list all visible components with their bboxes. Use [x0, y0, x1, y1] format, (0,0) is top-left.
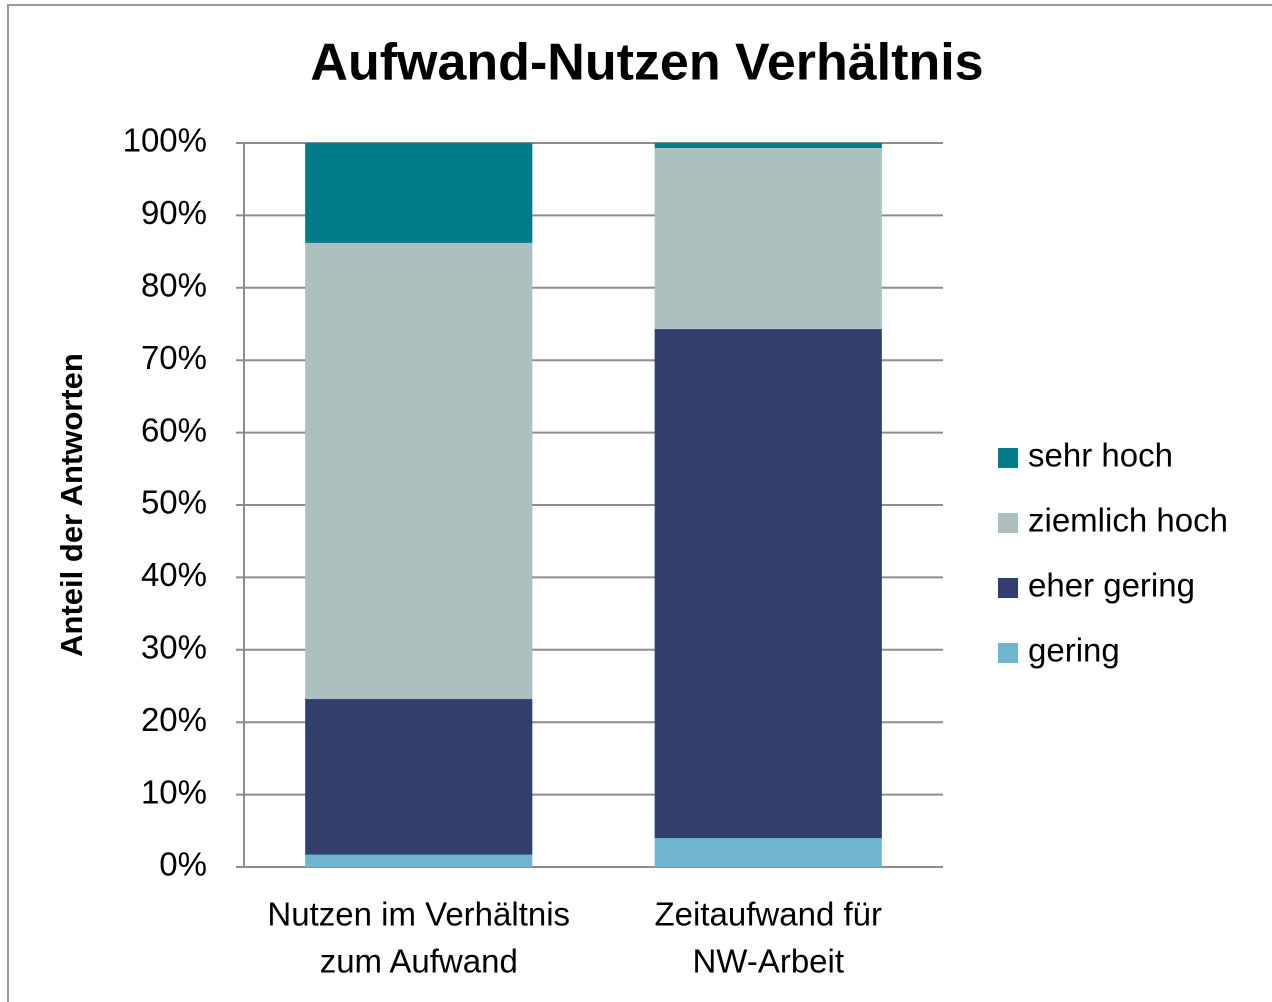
chart-title: Aufwand-Nutzen Verhältnis — [310, 34, 983, 92]
y-tick-label: 0% — [159, 846, 207, 883]
bar-segment — [654, 329, 882, 839]
bar-segment — [305, 143, 533, 243]
y-tick-label: 40% — [141, 556, 207, 593]
x-tick-label: zum Aufwand — [320, 943, 518, 980]
y-tick-label: 50% — [141, 484, 207, 521]
chart-frame — [7, 4, 1272, 1002]
legend-swatch — [998, 578, 1018, 598]
bar-segment — [654, 148, 882, 330]
legend-label: eher gering — [1028, 567, 1195, 604]
y-tick-label: 60% — [141, 411, 207, 448]
bar-segment — [654, 838, 882, 867]
y-tick-label: 10% — [141, 773, 207, 810]
legend-swatch — [998, 448, 1018, 468]
y-tick-label: 90% — [141, 194, 207, 231]
y-tick-label: 80% — [141, 267, 207, 304]
legend-label: ziemlich hoch — [1028, 502, 1228, 539]
legend-swatch — [998, 513, 1018, 533]
legend-label: gering — [1028, 632, 1120, 669]
y-tick-label: 100% — [123, 122, 207, 159]
bar-segment — [305, 242, 533, 700]
x-tick-label: Zeitaufwand für — [655, 896, 882, 933]
x-tick-label: NW-Arbeit — [692, 943, 844, 980]
bar-segment — [305, 699, 533, 855]
bar-segment — [305, 854, 533, 867]
y-tick-label: 70% — [141, 339, 207, 376]
y-axis-label: Anteil der Antworten — [54, 353, 89, 657]
bar-segment — [654, 143, 882, 149]
y-tick-label: 30% — [141, 629, 207, 666]
x-tick-label: Nutzen im Verhältnis — [267, 896, 570, 933]
legend-label: sehr hoch — [1028, 437, 1173, 474]
y-tick-label: 20% — [141, 701, 207, 738]
legend-swatch — [998, 643, 1018, 663]
